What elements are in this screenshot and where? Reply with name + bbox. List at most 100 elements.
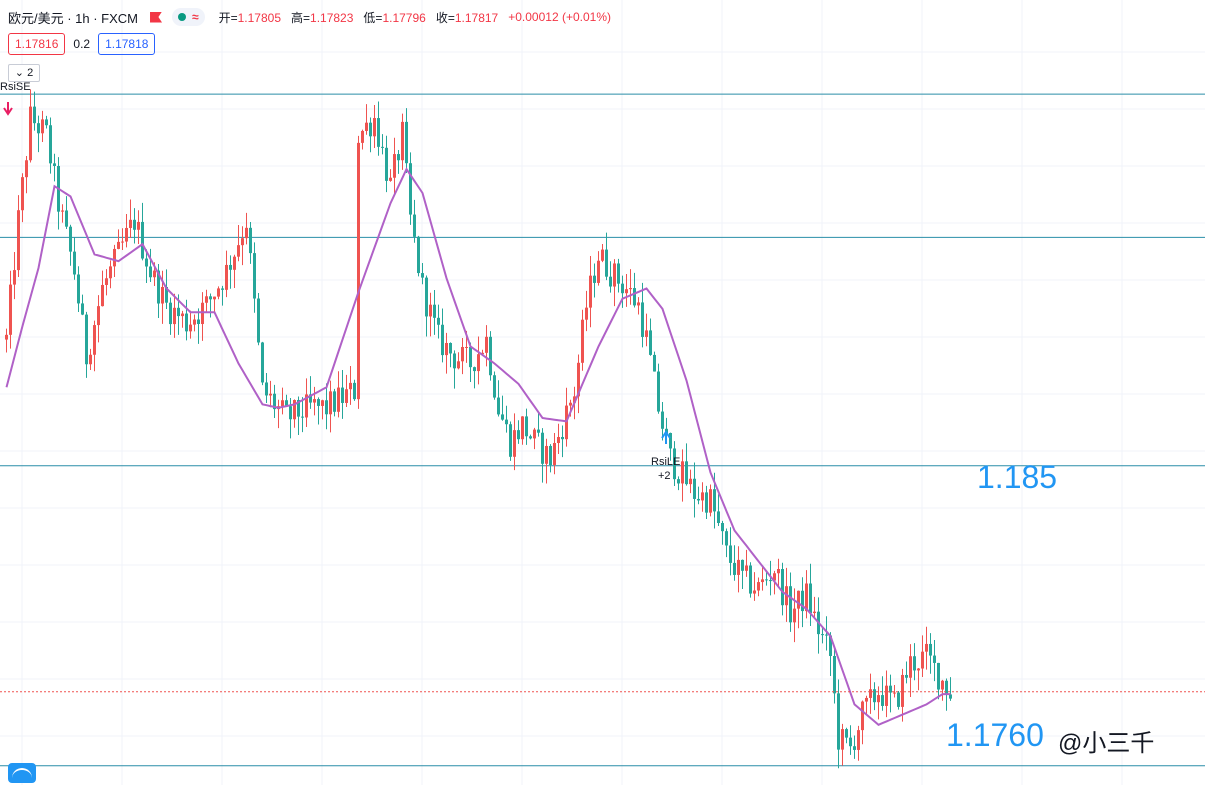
candle-body bbox=[109, 266, 112, 279]
candle-body bbox=[73, 251, 76, 275]
candle-body bbox=[685, 461, 688, 485]
indicators-collapse-button[interactable]: ⌄ 2 bbox=[8, 64, 40, 82]
candle-body bbox=[913, 656, 916, 671]
candle-body bbox=[485, 336, 488, 353]
candle-body bbox=[33, 106, 36, 124]
candle-body bbox=[809, 583, 812, 614]
candle-body bbox=[677, 479, 680, 484]
candle-body bbox=[521, 416, 524, 440]
candle-body bbox=[409, 163, 412, 215]
candle-body bbox=[237, 245, 240, 257]
candle-body bbox=[461, 347, 464, 362]
candle-body bbox=[37, 123, 40, 134]
candle-body bbox=[713, 489, 716, 512]
candle-body bbox=[285, 400, 288, 407]
quote-row: 1.17816 0.2 1.17818 bbox=[8, 33, 156, 55]
candle-body bbox=[609, 276, 612, 287]
candle-body bbox=[417, 236, 420, 274]
candle-body bbox=[145, 258, 148, 267]
candle-body bbox=[581, 319, 584, 363]
candle-body bbox=[633, 288, 636, 306]
symbol-title[interactable]: 欧元/美元 · 1h · FXCM bbox=[8, 10, 139, 26]
candle-body bbox=[673, 448, 676, 480]
candle-body bbox=[645, 330, 648, 337]
candle-body bbox=[421, 273, 424, 278]
candle-body bbox=[553, 443, 556, 466]
candle-body bbox=[873, 689, 876, 703]
candle-body bbox=[909, 656, 912, 678]
candle-body bbox=[157, 270, 160, 304]
candle-body bbox=[605, 249, 608, 277]
status-wave-icon: ≈ bbox=[192, 10, 199, 24]
candle-body bbox=[225, 264, 228, 290]
market-status[interactable]: ≈ bbox=[172, 8, 205, 26]
candle-body bbox=[377, 118, 380, 147]
candle-body bbox=[701, 492, 704, 501]
candle-body bbox=[625, 289, 628, 294]
tradingview-logo-icon[interactable] bbox=[8, 763, 36, 783]
candle-body bbox=[385, 147, 388, 181]
candle-body bbox=[241, 238, 244, 246]
buy-signal-arrow-icon bbox=[661, 430, 671, 444]
candle-body bbox=[69, 226, 72, 252]
candle-body bbox=[853, 746, 856, 750]
candle-body bbox=[717, 511, 720, 524]
candle-body bbox=[681, 461, 684, 484]
candle-body bbox=[937, 662, 940, 690]
candle-body bbox=[245, 227, 248, 239]
sell-price-button[interactable]: 1.17816 bbox=[8, 33, 66, 55]
candle-body bbox=[181, 313, 184, 317]
candle-body bbox=[77, 274, 80, 304]
candle-body bbox=[505, 419, 508, 425]
candle-body bbox=[637, 302, 640, 306]
candle-body bbox=[365, 122, 368, 131]
candle-body bbox=[949, 694, 952, 699]
flag-icon[interactable] bbox=[150, 11, 163, 23]
ohlc-low-value: 1.17796 bbox=[382, 10, 426, 25]
candle-body bbox=[941, 680, 944, 690]
candle-body bbox=[653, 354, 656, 372]
signal-markers bbox=[3, 102, 671, 444]
candle-body bbox=[705, 492, 708, 513]
candle-body bbox=[693, 478, 696, 499]
candle-body bbox=[105, 278, 108, 285]
spread-value: 0.2 bbox=[73, 37, 91, 51]
candle-body bbox=[833, 655, 836, 694]
buy-price-button[interactable]: 1.17818 bbox=[98, 33, 156, 55]
symbol-header: 欧元/美元 · 1h · FXCM ≈ 开=1.17805 高=1.17823 … bbox=[8, 6, 621, 28]
ohlc-open: 开=1.17805 bbox=[219, 9, 281, 26]
candle-body bbox=[449, 342, 452, 354]
candle-body bbox=[169, 302, 172, 325]
candle-body bbox=[397, 154, 400, 161]
candlestick-series bbox=[5, 89, 952, 769]
candle-body bbox=[541, 432, 544, 464]
candle-body bbox=[425, 277, 428, 317]
candle-body bbox=[381, 146, 384, 148]
candle-body bbox=[209, 296, 212, 300]
candle-body bbox=[549, 445, 552, 466]
candle-body bbox=[601, 249, 604, 261]
candle-body bbox=[125, 227, 128, 242]
level-label-11760: 1.1760 bbox=[946, 717, 1044, 753]
candle-body bbox=[665, 428, 668, 433]
candle-body bbox=[797, 590, 800, 609]
candle-body bbox=[657, 371, 660, 412]
candle-body bbox=[141, 221, 144, 259]
candle-body bbox=[901, 674, 904, 707]
candle-body bbox=[757, 582, 760, 591]
candle-body bbox=[533, 429, 536, 439]
candle-body bbox=[153, 270, 156, 278]
candle-body bbox=[781, 569, 784, 606]
candle-body bbox=[129, 219, 132, 228]
candle-body bbox=[761, 579, 764, 583]
indicators-count: 2 bbox=[27, 67, 34, 79]
candle-body bbox=[469, 346, 472, 368]
candle-body bbox=[357, 142, 360, 400]
candle-body bbox=[741, 559, 744, 571]
market-open-dot-icon bbox=[178, 13, 187, 21]
candle-body bbox=[401, 121, 404, 161]
candle-body bbox=[85, 314, 88, 365]
candle-body bbox=[321, 400, 324, 406]
ohlc-high-value: 1.17823 bbox=[310, 10, 354, 25]
